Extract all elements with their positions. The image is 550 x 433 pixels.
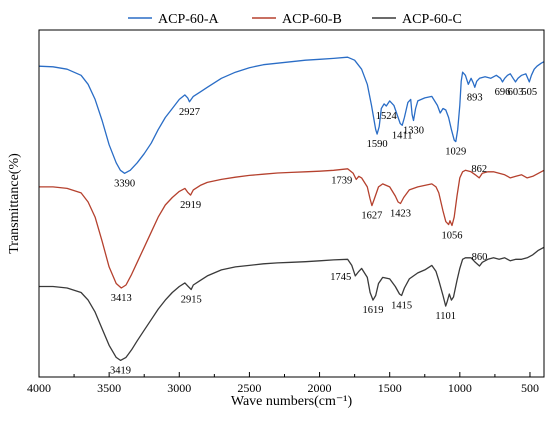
legend-label-acp-60-c: ACP-60-C	[402, 12, 462, 27]
peak-label: 1101	[435, 311, 456, 322]
peak-label: 1739	[331, 175, 352, 186]
x-tick-label: 4000	[27, 381, 51, 395]
peak-label: 893	[467, 92, 483, 103]
peak-label: 3419	[110, 365, 131, 376]
peak-label: 2919	[180, 200, 201, 211]
legend: ACP-60-A ACP-60-B ACP-60-C	[128, 12, 462, 27]
peak-label: 860	[472, 252, 488, 263]
x-tick-label: 2000	[308, 381, 332, 395]
peak-label: 1330	[403, 126, 424, 137]
peak-label: 1415	[391, 301, 412, 312]
x-tick-label: 1000	[448, 381, 472, 395]
legend-label-acp-60-a: ACP-60-A	[158, 12, 220, 27]
peak-label: 603	[508, 87, 524, 98]
peak-label: 2927	[179, 107, 200, 118]
plot-frame	[38, 29, 545, 378]
peak-label: 3390	[114, 178, 135, 189]
peak-label: 2915	[181, 295, 202, 306]
x-tick-label: 1500	[378, 381, 402, 395]
y-axis-label: Transmittance(%)	[7, 153, 22, 254]
x-axis-label: Wave numbers(cm⁻¹)	[231, 394, 353, 409]
legend-label-acp-60-b: ACP-60-B	[282, 12, 342, 27]
peak-label: 1029	[445, 147, 466, 158]
x-tick-label: 3000	[167, 381, 191, 395]
x-tick-label: 3500	[97, 381, 121, 395]
series-line-acp-60-a	[38, 56, 545, 174]
peak-label: 696	[495, 87, 511, 98]
x-tick-label: 2500	[237, 381, 261, 395]
peak-label: 1411	[392, 130, 413, 141]
peak-label: 1627	[361, 211, 382, 222]
series-line-acp-60-c	[39, 246, 545, 362]
peak-label: 1745	[330, 272, 351, 283]
x-axis: 4000 3500 3000 2500 2000 1500 1000 500	[27, 372, 539, 395]
peak-label: 1619	[363, 305, 384, 316]
peak-label: 1423	[390, 209, 411, 220]
peak-label: 1524	[376, 111, 398, 122]
peak-label: 3413	[111, 293, 132, 304]
peak-label: 1590	[367, 139, 388, 150]
x-tick-label: 500	[521, 381, 539, 395]
peak-label: 862	[471, 164, 487, 175]
series-line-acp-60-b	[39, 168, 545, 289]
peak-label: 1056	[442, 231, 463, 242]
peak-label: 505	[521, 87, 537, 98]
